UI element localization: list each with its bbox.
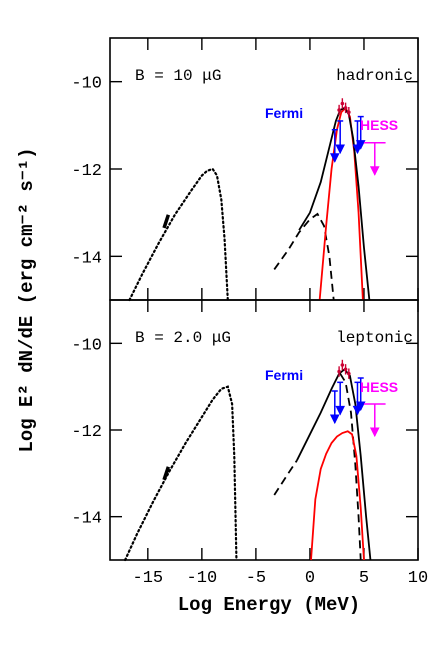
model-curve <box>124 385 238 562</box>
model-curve <box>162 214 171 229</box>
x-tick-label: 10 <box>408 569 428 588</box>
model-curve <box>273 459 298 496</box>
data-point <box>340 101 345 106</box>
data-point <box>343 367 348 372</box>
y-tick-label: -12 <box>71 162 102 181</box>
data-point <box>337 108 341 112</box>
x-tick-label: -15 <box>133 569 164 588</box>
upper-limit-arrow <box>355 140 366 150</box>
upper-limit-arrow <box>335 144 345 155</box>
field-label: B = 10 μG <box>135 67 221 85</box>
fermi-label: Fermi <box>265 105 303 121</box>
y-tick-label: -10 <box>71 336 102 355</box>
model-label: hadronic <box>336 67 413 85</box>
data-point <box>343 106 348 110</box>
upper-limit-arrow <box>369 166 380 176</box>
x-tick-label: 0 <box>305 569 315 588</box>
data-point <box>340 363 345 367</box>
hess-label: HESS <box>360 117 398 133</box>
panel: -10 -12 -14 B = 10 μG hadronic Fermi HESS <box>71 37 419 302</box>
y-axis-label: Log E² dN/dE (erg cm⁻² s⁻¹) <box>16 147 38 452</box>
x-tick-label: -10 <box>187 569 218 588</box>
model-curve <box>128 167 229 302</box>
field-label: B = 2.0 μG <box>135 329 231 347</box>
x-axis-label: Log Energy (MeV) <box>178 594 360 616</box>
upper-limit-arrow <box>369 427 380 438</box>
data-point <box>347 371 351 376</box>
upper-limit-arrow <box>335 405 345 416</box>
model-curve <box>310 430 365 561</box>
y-tick-label: -14 <box>71 510 102 529</box>
x-tick-label: -5 <box>246 569 266 588</box>
data-point <box>347 110 351 115</box>
model-label: leptonic <box>336 329 413 347</box>
panel: -10 -12 -14 -15 -10 -5 0 5 10 B = 2.0 μG leptonic F… <box>71 299 428 588</box>
model-curve <box>162 466 171 481</box>
fermi-label: Fermi <box>265 367 303 383</box>
model-curve <box>318 106 364 301</box>
model-curve <box>298 106 371 301</box>
upper-limit-arrow <box>355 401 366 412</box>
x-tick-label: 5 <box>359 569 369 588</box>
y-tick-label: -10 <box>71 75 102 94</box>
model-curve <box>273 212 335 301</box>
y-tick-label: -14 <box>71 249 102 268</box>
data-point <box>337 369 341 374</box>
upper-limit-arrow <box>329 153 340 163</box>
upper-limit-arrow <box>329 414 340 425</box>
y-tick-label: -12 <box>71 423 102 442</box>
hess-label: HESS <box>360 379 398 395</box>
